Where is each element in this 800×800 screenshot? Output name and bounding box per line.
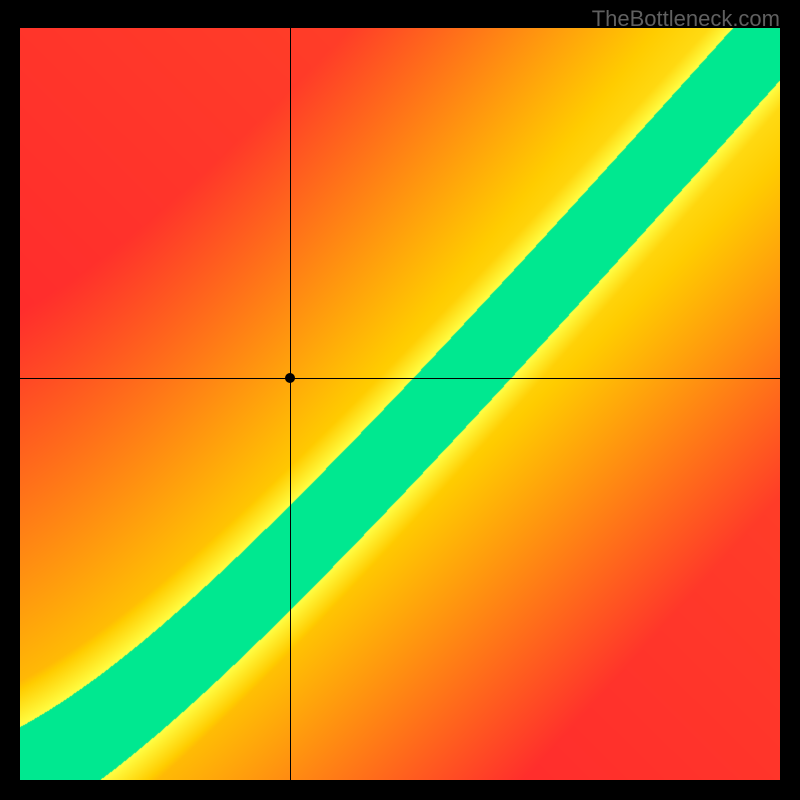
crosshair-dot [285, 373, 295, 383]
watermark-text: TheBottleneck.com [592, 6, 780, 32]
heatmap-canvas [20, 28, 780, 780]
crosshair-vertical [290, 28, 291, 780]
bottleneck-heatmap [20, 28, 780, 780]
crosshair-horizontal [20, 378, 780, 379]
